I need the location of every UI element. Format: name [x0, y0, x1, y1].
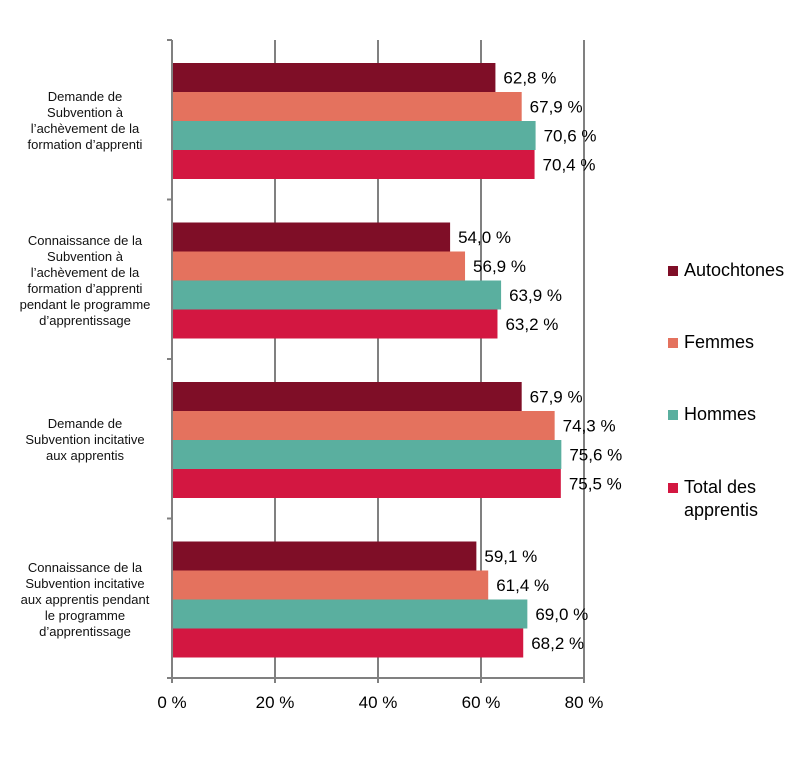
data-label: 56,9 %	[473, 257, 526, 276]
legend-label-line: Femmes	[684, 332, 755, 352]
legend-label: Total des apprentis	[684, 476, 758, 522]
bar-total-des-apprentis	[173, 150, 535, 179]
data-label: 75,5 %	[569, 475, 622, 494]
category-label-line: aux apprentis pendant	[20, 591, 150, 607]
x-tick-label: 20 %	[256, 693, 295, 712]
x-tick-label: 60 %	[462, 693, 501, 712]
category-label: Demande de Subvention à l’achèvement de la…	[5, 89, 165, 153]
legend-item: Femmes	[668, 331, 754, 354]
data-label: 63,2 %	[505, 315, 558, 334]
legend-swatch	[668, 483, 678, 493]
category-label-line: d’apprentissage	[39, 623, 131, 639]
data-label: 62,8 %	[503, 69, 556, 88]
data-label: 59,1 %	[484, 547, 537, 566]
bar-hommes	[173, 280, 502, 310]
category-label-line: formation d’apprenti	[27, 137, 143, 152]
legend-label: Autochtones	[684, 259, 784, 282]
category-label-line: Subvention incitative	[25, 432, 145, 447]
legend-label-line: Total des	[684, 477, 757, 497]
bar-femmes	[173, 92, 522, 121]
category-label-line: le programme	[44, 607, 126, 623]
category-label-line: l’achèvement de la	[30, 264, 140, 280]
data-label: 74,3 %	[563, 417, 616, 436]
data-label: 67,9 %	[530, 388, 583, 407]
bar-hommes	[173, 599, 528, 629]
data-label: 61,4 %	[496, 576, 549, 595]
category-label-line: Connaissance de la	[27, 559, 143, 575]
category-label-line: Connaissance de la	[27, 232, 143, 248]
category-label-line: Demande de	[47, 416, 123, 431]
legend-item: Total des apprentis	[668, 476, 758, 522]
data-label: 69,0 %	[535, 605, 588, 624]
data-label: 75,6 %	[569, 446, 622, 465]
legend-label-line: Hommes	[684, 404, 757, 424]
bar-total-des-apprentis	[173, 628, 524, 658]
category-label-line: d’apprentissage	[39, 312, 131, 328]
legend-swatch	[668, 410, 678, 420]
legend-label: Hommes	[684, 403, 756, 426]
category-label-line: formation d’apprenti	[27, 280, 143, 296]
x-tick-label: 80 %	[565, 693, 604, 712]
data-label: 67,9 %	[530, 98, 583, 117]
data-label: 70,4 %	[543, 156, 596, 175]
bar-autochtones	[173, 382, 522, 411]
legend-swatch	[668, 338, 678, 348]
bar-autochtones	[173, 63, 496, 92]
legend-swatch	[668, 266, 678, 276]
bar-autochtones	[173, 222, 451, 252]
category-label-line: Demande de	[47, 89, 123, 104]
category-label-line: l’achèvement de la	[30, 121, 140, 136]
category-label-line: Subvention à	[47, 248, 123, 264]
legend-item: Hommes	[668, 403, 756, 426]
bar-autochtones	[173, 541, 477, 571]
legend-item: Autochtones	[668, 259, 784, 282]
category-label: Connaissance de la Subvention à l’achèveme…	[5, 233, 165, 329]
bar-total-des-apprentis	[173, 309, 498, 339]
legend-label-line: apprentis	[684, 500, 759, 520]
x-tick-label: 40 %	[359, 693, 398, 712]
data-label: 68,2 %	[531, 634, 584, 653]
bar-hommes	[173, 121, 536, 150]
legend-label-line: Autochtones	[684, 260, 785, 280]
data-label: 70,6 %	[544, 127, 597, 146]
bar-femmes	[173, 411, 555, 440]
x-tick-label: 0 %	[157, 693, 186, 712]
data-label: 54,0 %	[458, 228, 511, 247]
bar-femmes	[173, 570, 489, 600]
category-label-line: Subvention incitative	[25, 575, 145, 591]
bar-femmes	[173, 251, 466, 281]
category-label: Demande de Subvention incitative aux appre…	[5, 416, 165, 464]
category-label-line: aux apprentis	[45, 448, 125, 463]
category-label: Connaissance de la Subvention incitative a…	[5, 560, 165, 640]
bar-total-des-apprentis	[173, 469, 561, 498]
data-label: 63,9 %	[509, 286, 562, 305]
category-label-line: Subvention à	[47, 105, 123, 120]
category-label-line: pendant le programme	[19, 296, 151, 312]
bar-hommes	[173, 440, 562, 469]
legend-label: Femmes	[684, 331, 754, 354]
